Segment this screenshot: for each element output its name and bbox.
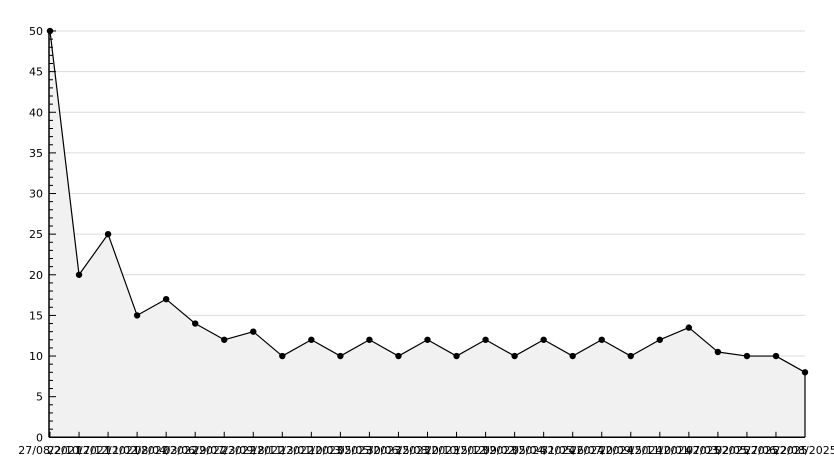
data-point-marker (424, 336, 431, 343)
data-point-marker (250, 328, 257, 335)
x-tick-label: 15/11/2024 (628, 444, 691, 457)
data-point-marker (714, 348, 722, 356)
data-point-marker (685, 324, 693, 331)
data-point-marker (598, 336, 605, 343)
y-tick-label: 15 (29, 309, 43, 322)
data-point-marker (337, 352, 344, 360)
x-tick-label: 15/12/2023 (454, 444, 517, 457)
x-tick-label: 22/10/2021 (47, 444, 110, 457)
x-tick-label: 20/10/2023 (425, 444, 488, 457)
data-point-marker (772, 352, 780, 360)
x-tick-label: 25/08/2023 (396, 444, 459, 457)
data-point-marker (133, 312, 141, 319)
data-point-marker (743, 352, 751, 360)
data-point-marker (308, 336, 315, 343)
data-point-marker (279, 352, 286, 360)
x-tick-label: 30/06/2023 (367, 444, 430, 457)
data-line (49, 30, 806, 438)
data-point-marker (366, 336, 373, 343)
x-tick-label: 18/11/2022 (251, 444, 314, 457)
x-tick-label: 09/02/2024 (483, 444, 546, 457)
y-tick-label: 35 (29, 147, 43, 160)
data-point-marker (801, 369, 809, 376)
y-tick-label: 40 (29, 106, 43, 119)
y-tick-label: 20 (29, 269, 43, 282)
y-tick-label: 5 (36, 391, 43, 404)
y-tick-label: 50 (29, 25, 43, 38)
data-point-marker (191, 320, 199, 327)
data-point-marker (104, 230, 112, 238)
x-tick-label: 03/06/2022 (163, 444, 226, 457)
data-point-marker (453, 352, 460, 360)
x-tick-label: 02/05/2025 (715, 444, 778, 457)
y-tick-label: 25 (29, 228, 43, 241)
x-tick-label: 17/12/2021 (76, 444, 139, 457)
y-tick-label: 45 (29, 66, 43, 79)
x-tick-label: 27/06/2025 (744, 444, 807, 457)
x-tick-label: 27/08/2021 (18, 444, 81, 457)
x-tick-label: 05/05/2023 (338, 444, 401, 457)
x-tick-label: 10/01/2025 (657, 444, 720, 457)
x-tick-label: 26/07/2024 (570, 444, 633, 457)
data-point-marker (395, 352, 402, 360)
data-point-marker (511, 352, 518, 360)
x-tick-label: 08/04/2022 (134, 444, 197, 457)
x-tick-label: 20/09/2024 (599, 444, 662, 457)
x-tick-label: 07/03/2025 (686, 444, 749, 457)
data-point-marker (569, 352, 576, 360)
y-tick-label: 0 (36, 431, 43, 444)
x-tick-label: 22/08/2025 (773, 444, 834, 457)
data-point-marker (75, 271, 83, 278)
x-tick-label: 11/02/2022 (105, 444, 168, 457)
x-tick-label: 10/03/2023 (309, 444, 372, 457)
data-point-marker (540, 336, 547, 343)
x-tick-label: 13/01/2023 (280, 444, 343, 457)
data-point-marker (221, 336, 228, 343)
x-tick-label: 05/04/2024 (512, 444, 575, 457)
y-tick-label: 10 (29, 350, 43, 363)
y-tick-label: 30 (29, 188, 43, 201)
data-point-marker (627, 352, 634, 360)
x-tick-label: 31/05/2024 (541, 444, 604, 457)
x-tick-label: 29/07/2022 (193, 444, 256, 457)
area-fill (49, 31, 805, 438)
data-point-marker (656, 336, 664, 343)
x-tick-label: 23/09/2022 (222, 444, 285, 457)
data-point-marker (162, 295, 170, 303)
data-point-marker (482, 336, 489, 343)
